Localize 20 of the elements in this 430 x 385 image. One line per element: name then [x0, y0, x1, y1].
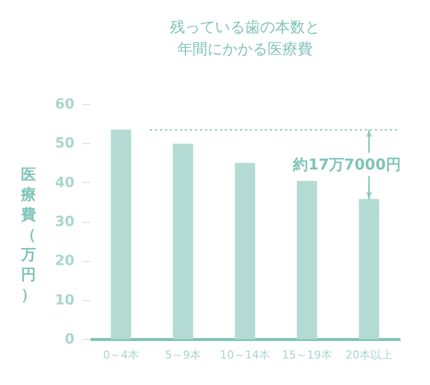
bar [358, 198, 380, 340]
x-tick-label: 10～14本 [220, 348, 270, 362]
bar [172, 144, 194, 340]
y-tick-label: 50 [55, 136, 75, 152]
bar [110, 130, 132, 340]
x-tick-label: 5～9本 [165, 348, 201, 362]
bar [296, 180, 318, 340]
y-tick-label: 40 [55, 174, 75, 191]
x-tick-label: 15～19本 [282, 348, 332, 362]
y-tick-label: 20 [55, 253, 75, 270]
x-tick-label: 0～4本 [103, 348, 139, 362]
y-tick-label: 60 [55, 96, 75, 112]
chart-title: 残っている歯の本数と年間にかかる医療費 [170, 18, 320, 58]
y-tick-label: 10 [55, 292, 75, 308]
annotation: 約17万7000円 [292, 156, 401, 174]
y-axis-title: 医療費（万円） [20, 166, 36, 304]
bar [234, 162, 256, 340]
y-tick-label: 0 [64, 332, 75, 348]
x-tick-label: 20本以上 [346, 348, 392, 362]
y-tick-label: 30 [55, 214, 75, 230]
